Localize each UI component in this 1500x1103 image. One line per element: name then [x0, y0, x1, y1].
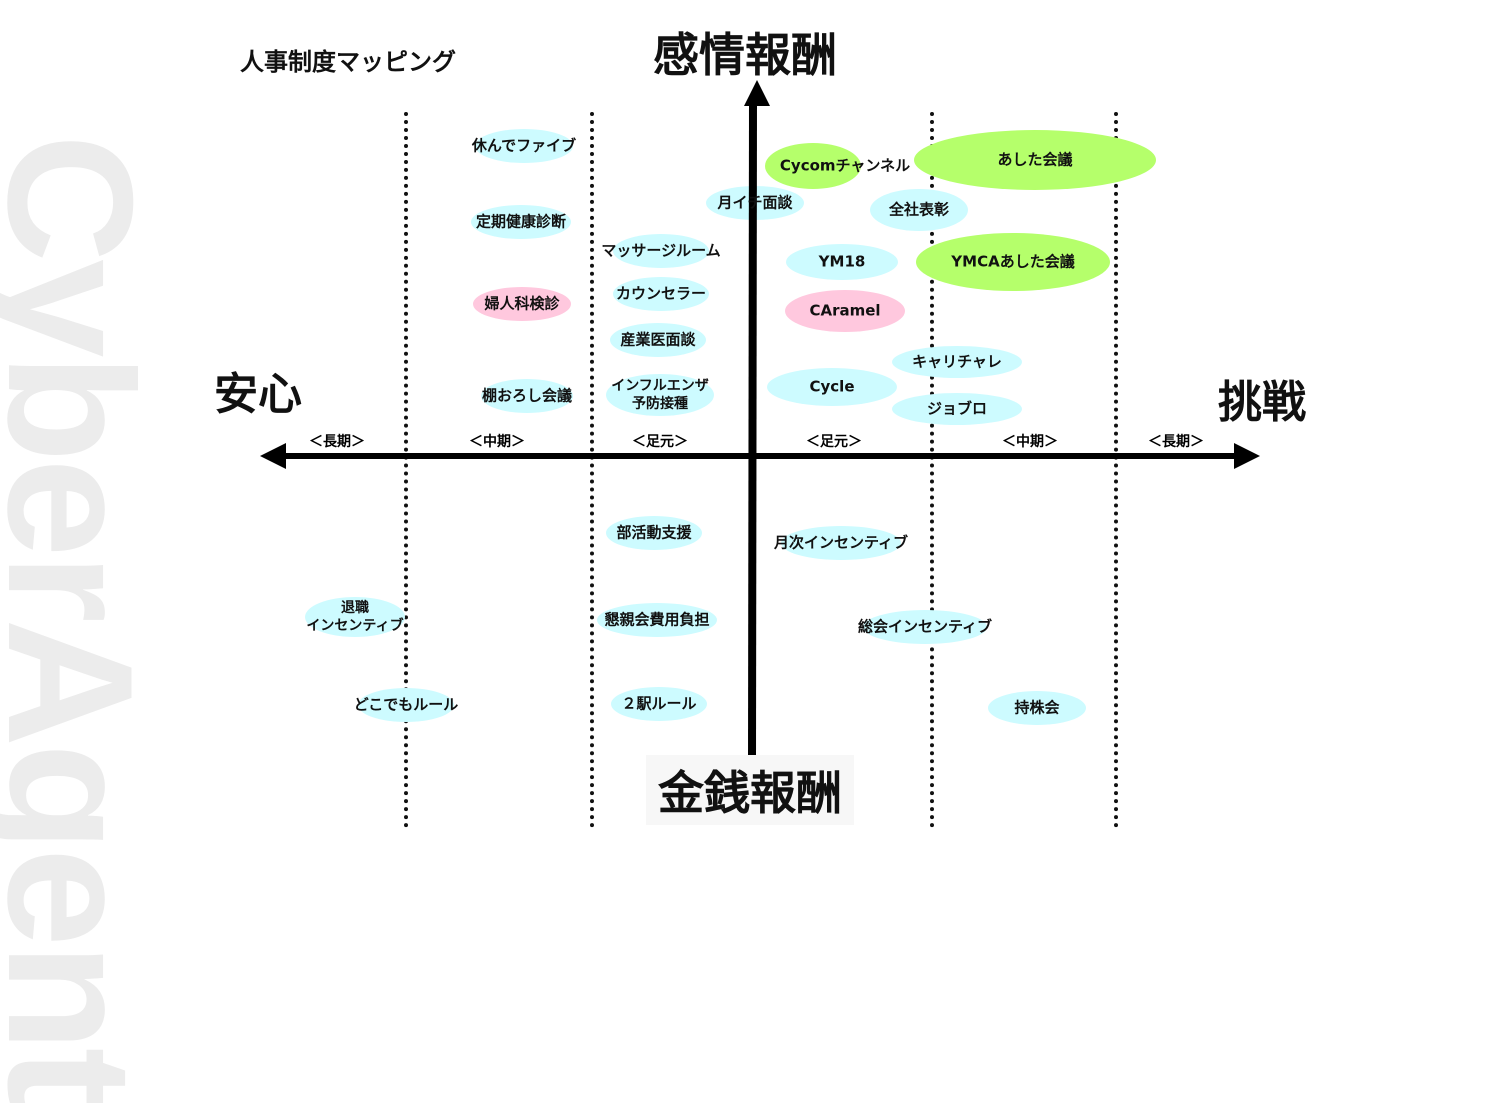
axis-bottom-label: 金銭報酬: [646, 755, 854, 825]
item-ellipse: [785, 290, 905, 332]
item-ellipse: [863, 610, 987, 644]
axes: [260, 80, 1260, 761]
right-arrow-icon: [1234, 443, 1260, 469]
item-ellipse: [781, 526, 901, 560]
item-label: 持株会: [1014, 698, 1060, 717]
up-arrow-icon: [744, 80, 770, 106]
vertical-axis: [748, 99, 757, 761]
divider-line: [1114, 112, 1118, 828]
item-ellipse: [481, 379, 573, 413]
item-label: 退職 インセンティブ: [306, 599, 404, 634]
item-ellipse: [606, 516, 702, 550]
item-label: Cycomチャンネル: [779, 156, 911, 175]
axis-right-label: 挑戦: [1218, 377, 1306, 428]
item-ellipse: [611, 687, 707, 721]
item-ellipse: [892, 393, 1022, 425]
item-ellipse: [613, 277, 709, 311]
item-label: YMCAあした会議: [951, 252, 1075, 271]
item-label: 月イチ面談: [717, 193, 793, 212]
item-label: ２駅ルール: [621, 694, 697, 713]
item-label: 総会インセンティブ: [857, 617, 993, 636]
item-ellipse: [765, 143, 861, 189]
item-label: あした会議: [997, 150, 1073, 169]
item-ellipse: [606, 374, 714, 416]
item-label: どこでもルール: [353, 695, 459, 714]
item-ellipse: [475, 129, 573, 163]
item-label: 定期健康診断: [475, 212, 567, 231]
item-ellipse: [305, 597, 405, 637]
item-label: キャリチャレ: [912, 352, 1002, 371]
item-ellipse: [786, 244, 898, 280]
item-label: 懇親会費用負担: [604, 610, 710, 629]
item-ellipse: [892, 346, 1022, 378]
item-ellipse: [610, 323, 706, 357]
item-label: ジョブロ: [926, 399, 988, 418]
item-label: YM18: [818, 252, 866, 271]
left-arrow-icon: [260, 443, 286, 469]
period-label: ＜足元＞: [632, 434, 688, 450]
item-label: 産業医面談: [620, 330, 696, 349]
item-ellipse: [473, 287, 571, 321]
divider-line: [404, 112, 408, 828]
item-ellipse: [870, 189, 968, 231]
item-label: 月次インセンティブ: [773, 533, 909, 552]
item-ellipse: [358, 688, 454, 722]
diagram-title: 人事制度マッピング: [240, 48, 456, 76]
period-label: ＜長期＞: [309, 434, 365, 450]
item-ellipse: [988, 691, 1086, 725]
period-label: ＜中期＞: [469, 434, 525, 450]
axis-top-label: 感情報酬: [653, 28, 837, 82]
item-label: インフルエンザ 予防接種: [611, 377, 709, 412]
item-label: Cycle: [809, 377, 855, 396]
period-label: ＜長期＞: [1148, 434, 1204, 450]
item-label: 全社表彰: [888, 200, 950, 219]
item-ellipse: [767, 368, 897, 406]
item-ellipse: [914, 130, 1156, 190]
item-label: カウンセラー: [615, 284, 707, 303]
period-label: ＜足元＞: [806, 434, 862, 450]
item-label: CAramel: [809, 301, 881, 320]
axis-left-label: 安心: [214, 369, 302, 420]
item-label: 婦人科検診: [484, 294, 560, 313]
item-label: 部活動支援: [616, 523, 692, 542]
item-ellipse: [597, 603, 717, 637]
item-ellipse: [613, 234, 709, 268]
item-ellipse: [916, 233, 1110, 291]
item-ellipse: [471, 205, 571, 239]
divider-line: [590, 112, 594, 828]
divider-line: [930, 112, 934, 828]
item-label: 棚おろし会議: [481, 386, 573, 405]
item-label: マッサージルーム: [601, 241, 721, 260]
item-label: 休んでファイブ: [471, 136, 577, 155]
period-label: ＜中期＞: [1002, 434, 1058, 450]
